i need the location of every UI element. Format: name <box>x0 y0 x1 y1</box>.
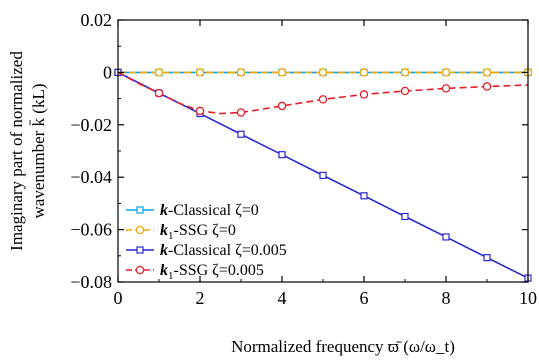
series-point-1 <box>441 68 451 77</box>
legend-swatch-marker <box>136 246 144 254</box>
series-point-2 <box>360 192 368 200</box>
series-point-3 <box>441 84 451 93</box>
legend-entry-0: k-Classical ζ=0 <box>126 202 259 219</box>
series-point-3 <box>154 88 164 98</box>
legend-swatch-marker <box>135 265 145 275</box>
x-tick-label: 4 <box>278 288 287 308</box>
legend-label: k1-SSG ζ=0.005 <box>160 262 264 282</box>
series-3 <box>117 71 529 117</box>
y-axis-label-line2: wavenumber k̄ (kL) <box>29 83 48 218</box>
legend-entry-1: k1-SSG ζ=0 <box>126 222 236 242</box>
series-point-3 <box>482 82 492 91</box>
y-tick-label: −0.02 <box>70 115 112 135</box>
series-point-3 <box>318 95 328 104</box>
x-tick-label: 0 <box>114 288 123 308</box>
series-line-3 <box>117 71 529 115</box>
series-point-3 <box>195 106 205 116</box>
x-tick-label: 8 <box>442 288 451 308</box>
x-axis-label: Normalized frequency ϖ̄ (ω/ω_t) <box>231 337 455 356</box>
y-tick-label: 0.02 <box>81 10 113 30</box>
y-tick-label: 0 <box>103 62 112 82</box>
y-tick-label: −0.06 <box>70 220 112 240</box>
series-point-2 <box>237 130 245 138</box>
series-point-1 <box>154 68 164 77</box>
series-point-2 <box>278 151 286 159</box>
legend-swatch-marker <box>135 225 145 235</box>
y-axis-label-line1: Imaginary part of normalized <box>7 51 26 251</box>
series-point-1 <box>236 68 246 77</box>
series-point-1 <box>277 68 287 77</box>
series-point-1 <box>482 68 492 77</box>
legend-label: k-Classical ζ=0 <box>160 202 259 219</box>
legend-entry-2: k-Classical ζ=0.005 <box>126 242 287 259</box>
legend-entry-3: k1-SSG ζ=0.005 <box>126 262 264 282</box>
x-tick-label: 2 <box>196 288 205 308</box>
series-point-2 <box>483 254 491 262</box>
series-point-3 <box>236 108 246 117</box>
y-tick-label: −0.08 <box>70 272 112 292</box>
y-tick-label: −0.04 <box>70 167 112 187</box>
series-point-1 <box>318 68 328 77</box>
legend-swatch-marker <box>136 206 144 214</box>
series-point-2 <box>401 212 409 221</box>
legend: k-Classical ζ=0 k1-SSG ζ=0k-Classical ζ=0… <box>126 202 287 282</box>
series-point-2 <box>442 233 450 241</box>
x-tick-label: 10 <box>519 288 537 308</box>
series-point-3 <box>277 101 287 111</box>
series-point-2 <box>319 171 327 179</box>
series-point-1 <box>359 68 369 77</box>
series-point-3 <box>400 86 410 96</box>
legend-label: k-Classical ζ=0.005 <box>160 242 287 259</box>
series-point-1 <box>400 68 410 77</box>
series-point-1 <box>195 68 205 77</box>
series-point-3 <box>359 90 369 99</box>
legend-label: k1-SSG ζ=0 <box>160 222 236 242</box>
x-tick-label: 6 <box>360 288 369 308</box>
axes: 0 2 4 6 8 10 0.02 0 −0.02 −0.04 −0.06 −0.08 Normaliz… <box>7 10 537 356</box>
